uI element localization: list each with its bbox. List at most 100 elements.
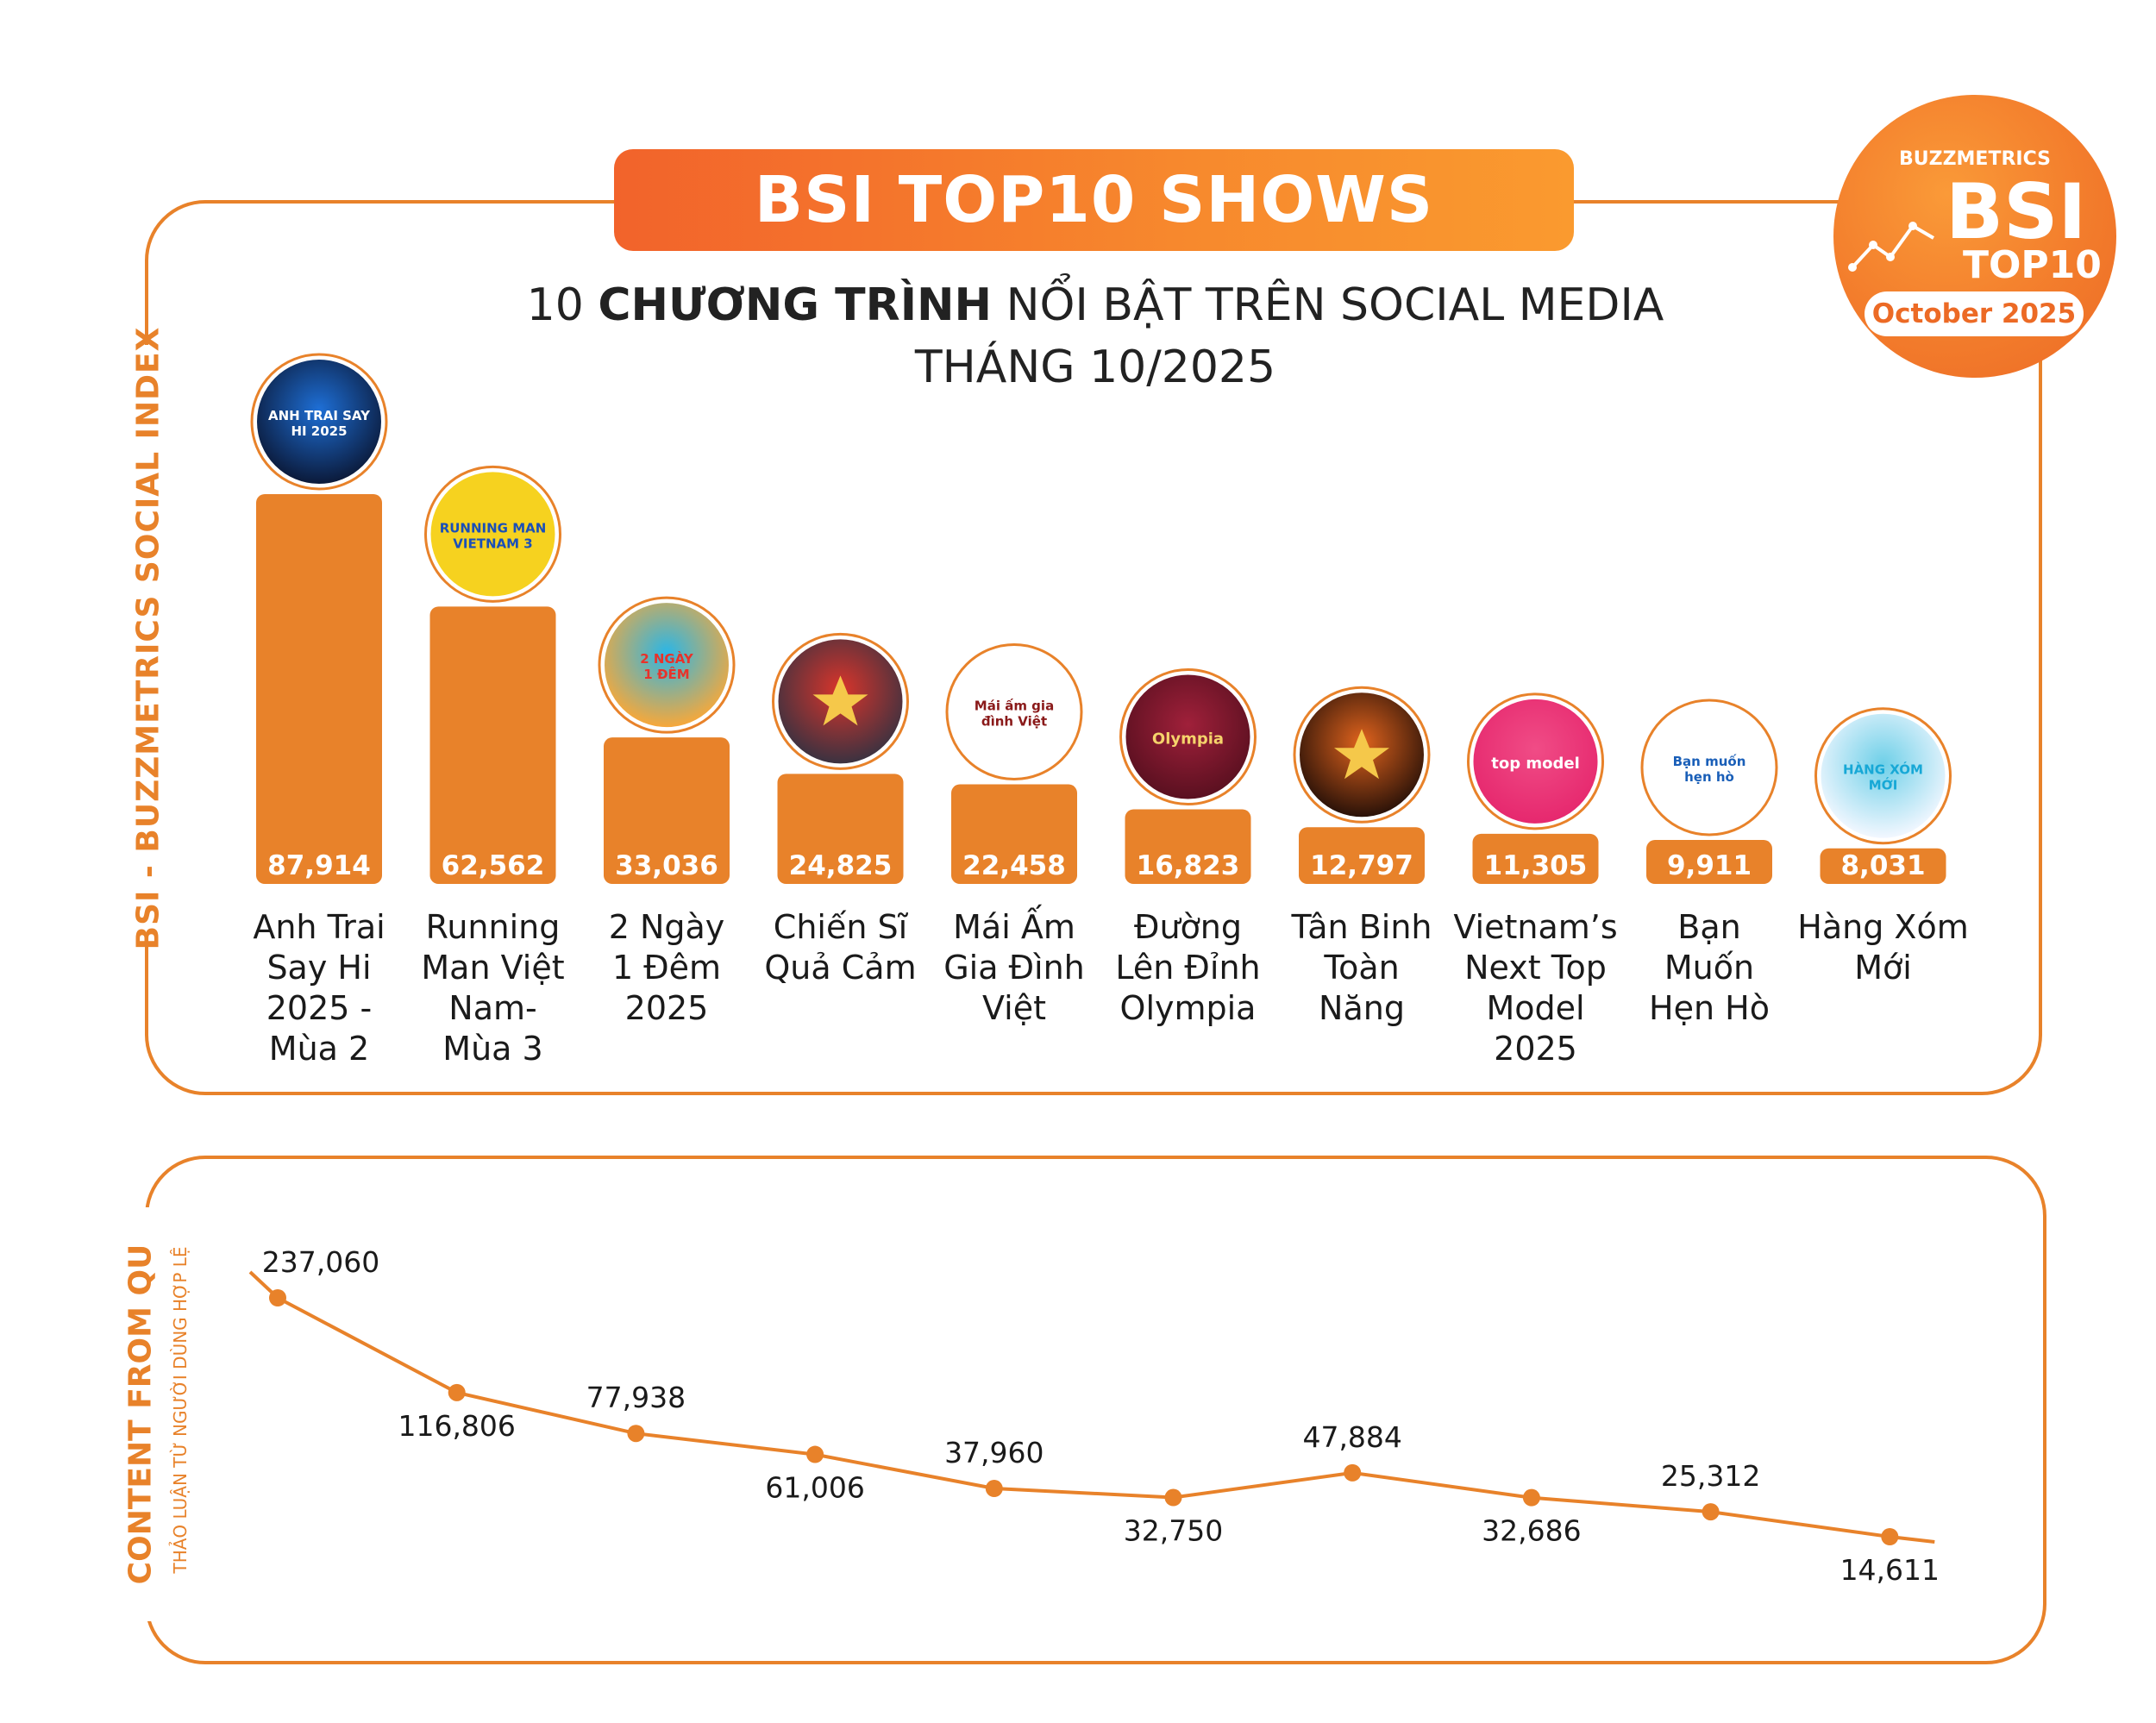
- category-label-4-line-2: Quả Cảm: [764, 949, 916, 987]
- frame-gap-left-bottom: [129, 1207, 198, 1621]
- category-label-7-line-2: Toàn: [1323, 949, 1399, 987]
- show-logo-emblem-7: [1334, 729, 1389, 780]
- bar-value-label-2: 62,562: [442, 850, 545, 881]
- bar-value-label-5: 22,458: [962, 850, 1066, 881]
- show-logo-text-1: ANH TRAI SAY HI 2025: [268, 408, 371, 439]
- sparkline-icon: [1848, 222, 1935, 272]
- category-label-1-line-2: Say Hi: [266, 949, 371, 987]
- show-logo-text-line-9-1: Bạn muốn: [1673, 753, 1746, 769]
- bar-value-label-7: 12,797: [1310, 850, 1413, 881]
- bar-3: [604, 737, 730, 884]
- category-label-9-line-3: Hẹn Hò: [1649, 989, 1770, 1027]
- show-logo-text-line-9-2: hẹn hò: [1684, 769, 1734, 785]
- show-logo-text-line-8-1: top model: [1491, 755, 1580, 773]
- subtitle-line-1: 10 CHƯƠNG TRÌNH NỔI BẬT TRÊN SOCIAL MEDI…: [0, 274, 2156, 336]
- category-label-6-line-2: Lên Đỉnh: [1115, 949, 1260, 987]
- category-label-6-line-1: Đường: [1134, 908, 1242, 946]
- subtitle-line-2: THÁNG 10/2025: [914, 341, 1276, 393]
- line-point-7: [1344, 1463, 1362, 1482]
- category-label-7-line-3: Năng: [1319, 989, 1405, 1027]
- line-point-5: [985, 1480, 1003, 1498]
- category-label-1-line-3: 2025 -: [266, 989, 373, 1027]
- category-label-2-line-2: Man Việt: [421, 949, 564, 987]
- show-logo-text-5: Mái ấm gia đình Việt: [975, 699, 1054, 730]
- category-label-2-line-4: Mùa 3: [442, 1030, 542, 1068]
- line-value-label-8: 32,686: [1482, 1514, 1581, 1548]
- bar-7: [1299, 827, 1425, 884]
- show-logo-10: [1821, 713, 1946, 838]
- bar-5: [951, 784, 1077, 884]
- show-logo-9: [1647, 705, 1771, 830]
- bar-value-label-4: 24,825: [789, 850, 893, 881]
- bar-9: [1646, 840, 1772, 884]
- line-value-label-4: 61,006: [765, 1471, 864, 1505]
- category-label-7-line-1: Tân Binh: [1290, 908, 1432, 946]
- bar-value-label-10: 8,031: [1840, 850, 1925, 881]
- show-logo-text-line-2-2: VIETNAM 3: [453, 536, 532, 551]
- bar-value-label-8: 11,305: [1484, 850, 1588, 881]
- line-value-label-9: 25,312: [1661, 1459, 1760, 1493]
- line-point-1: [269, 1289, 286, 1306]
- category-label-8-line-1: Vietnam’s: [1453, 908, 1617, 946]
- show-logo-5: [952, 649, 1076, 774]
- category-label-5-line-3: Việt: [982, 989, 1046, 1027]
- category-label-2-line-1: Running: [426, 908, 561, 946]
- bar-value-label-9: 9,911: [1667, 850, 1752, 881]
- line-point-3: [627, 1425, 645, 1443]
- bar-10: [1820, 848, 1946, 884]
- bar-value-label-1: 87,914: [267, 850, 371, 881]
- category-label-5-line-2: Gia Đình: [943, 949, 1085, 987]
- category-label-9-line-2: Muốn: [1664, 949, 1754, 987]
- bsi-badge: BUZZMETRICS BSI TOP10 October 2025: [1833, 95, 2116, 378]
- category-label-1-line-4: Mùa 2: [269, 1030, 369, 1068]
- badge-bsi: BSI: [1946, 167, 2087, 256]
- bar-value-label-6: 16,823: [1137, 850, 1240, 881]
- show-logo-text-line-10-2: MỚI: [1869, 777, 1898, 793]
- bar-1: [256, 494, 382, 884]
- show-logo-text-2: RUNNING MAN VIETNAM 3: [440, 520, 547, 551]
- line-point-10: [1881, 1528, 1899, 1545]
- subtitle-pre: 10: [526, 279, 599, 331]
- show-logo-text-line-5-2: đình Việt: [981, 714, 1047, 730]
- line-value-label-7: 47,884: [1302, 1420, 1401, 1454]
- show-logo-text-6: Olympia: [1152, 730, 1224, 749]
- badge-brand: BUZZMETRICS: [1899, 148, 2051, 170]
- bar-8: [1472, 833, 1599, 884]
- category-label-8-line-3: Model: [1486, 989, 1584, 1027]
- category-label-4-line-1: Chiến Sĩ: [774, 908, 909, 946]
- show-logo-2: [430, 472, 555, 597]
- bar-4: [777, 774, 904, 884]
- category-label-9-line-1: Bạn: [1677, 908, 1740, 946]
- line-value-label-5: 37,960: [944, 1436, 1044, 1469]
- frame-gap-left-top: [129, 345, 167, 940]
- subtitle: 10 CHƯƠNG TRÌNH NỔI BẬT TRÊN SOCIAL MEDI…: [0, 274, 2156, 398]
- category-label-8-line-2: Next Top: [1464, 949, 1607, 987]
- bar-value-label-3: 33,036: [615, 850, 718, 881]
- subtitle-bold: CHƯƠNG TRÌNH: [598, 279, 993, 331]
- line-point-6: [1164, 1488, 1182, 1507]
- category-label-10-line-1: Hàng Xóm: [1797, 908, 1968, 946]
- show-logo-text-line-1-1: ANH TRAI SAY: [268, 408, 371, 423]
- bar-2: [429, 606, 556, 884]
- line-value-label-2: 116,806: [398, 1409, 515, 1443]
- show-logo-1: [257, 360, 381, 484]
- category-label-3-line-1: 2 Ngày: [609, 908, 725, 946]
- category-label-8-line-4: 2025: [1494, 1030, 1577, 1068]
- category-label-3-line-2: 1 Đêm: [612, 949, 721, 987]
- line-value-label-3: 77,938: [586, 1381, 686, 1414]
- show-logo-3: [605, 603, 729, 728]
- category-label-6-line-3: Olympia: [1120, 989, 1257, 1027]
- show-logo-text-line-3-2: 1 ĐÊM: [643, 666, 689, 682]
- show-logo-text-3: 2 NGÀY 1 ĐÊM: [640, 650, 694, 682]
- line-point-2: [448, 1383, 466, 1401]
- show-logo-emblem-4: [812, 675, 868, 726]
- category-label-5-line-1: Mái Ấm: [953, 905, 1075, 946]
- bar-6: [1125, 809, 1251, 884]
- category-label-10-line-2: Mới: [1854, 949, 1912, 987]
- show-logo-text-10: HÀNG XÓM MỚI: [1843, 761, 1923, 793]
- show-logo-text-line-2-1: RUNNING MAN: [440, 520, 547, 536]
- show-logo-text-line-1-2: HI 2025: [291, 423, 347, 439]
- line-value-label-6: 32,750: [1124, 1514, 1223, 1548]
